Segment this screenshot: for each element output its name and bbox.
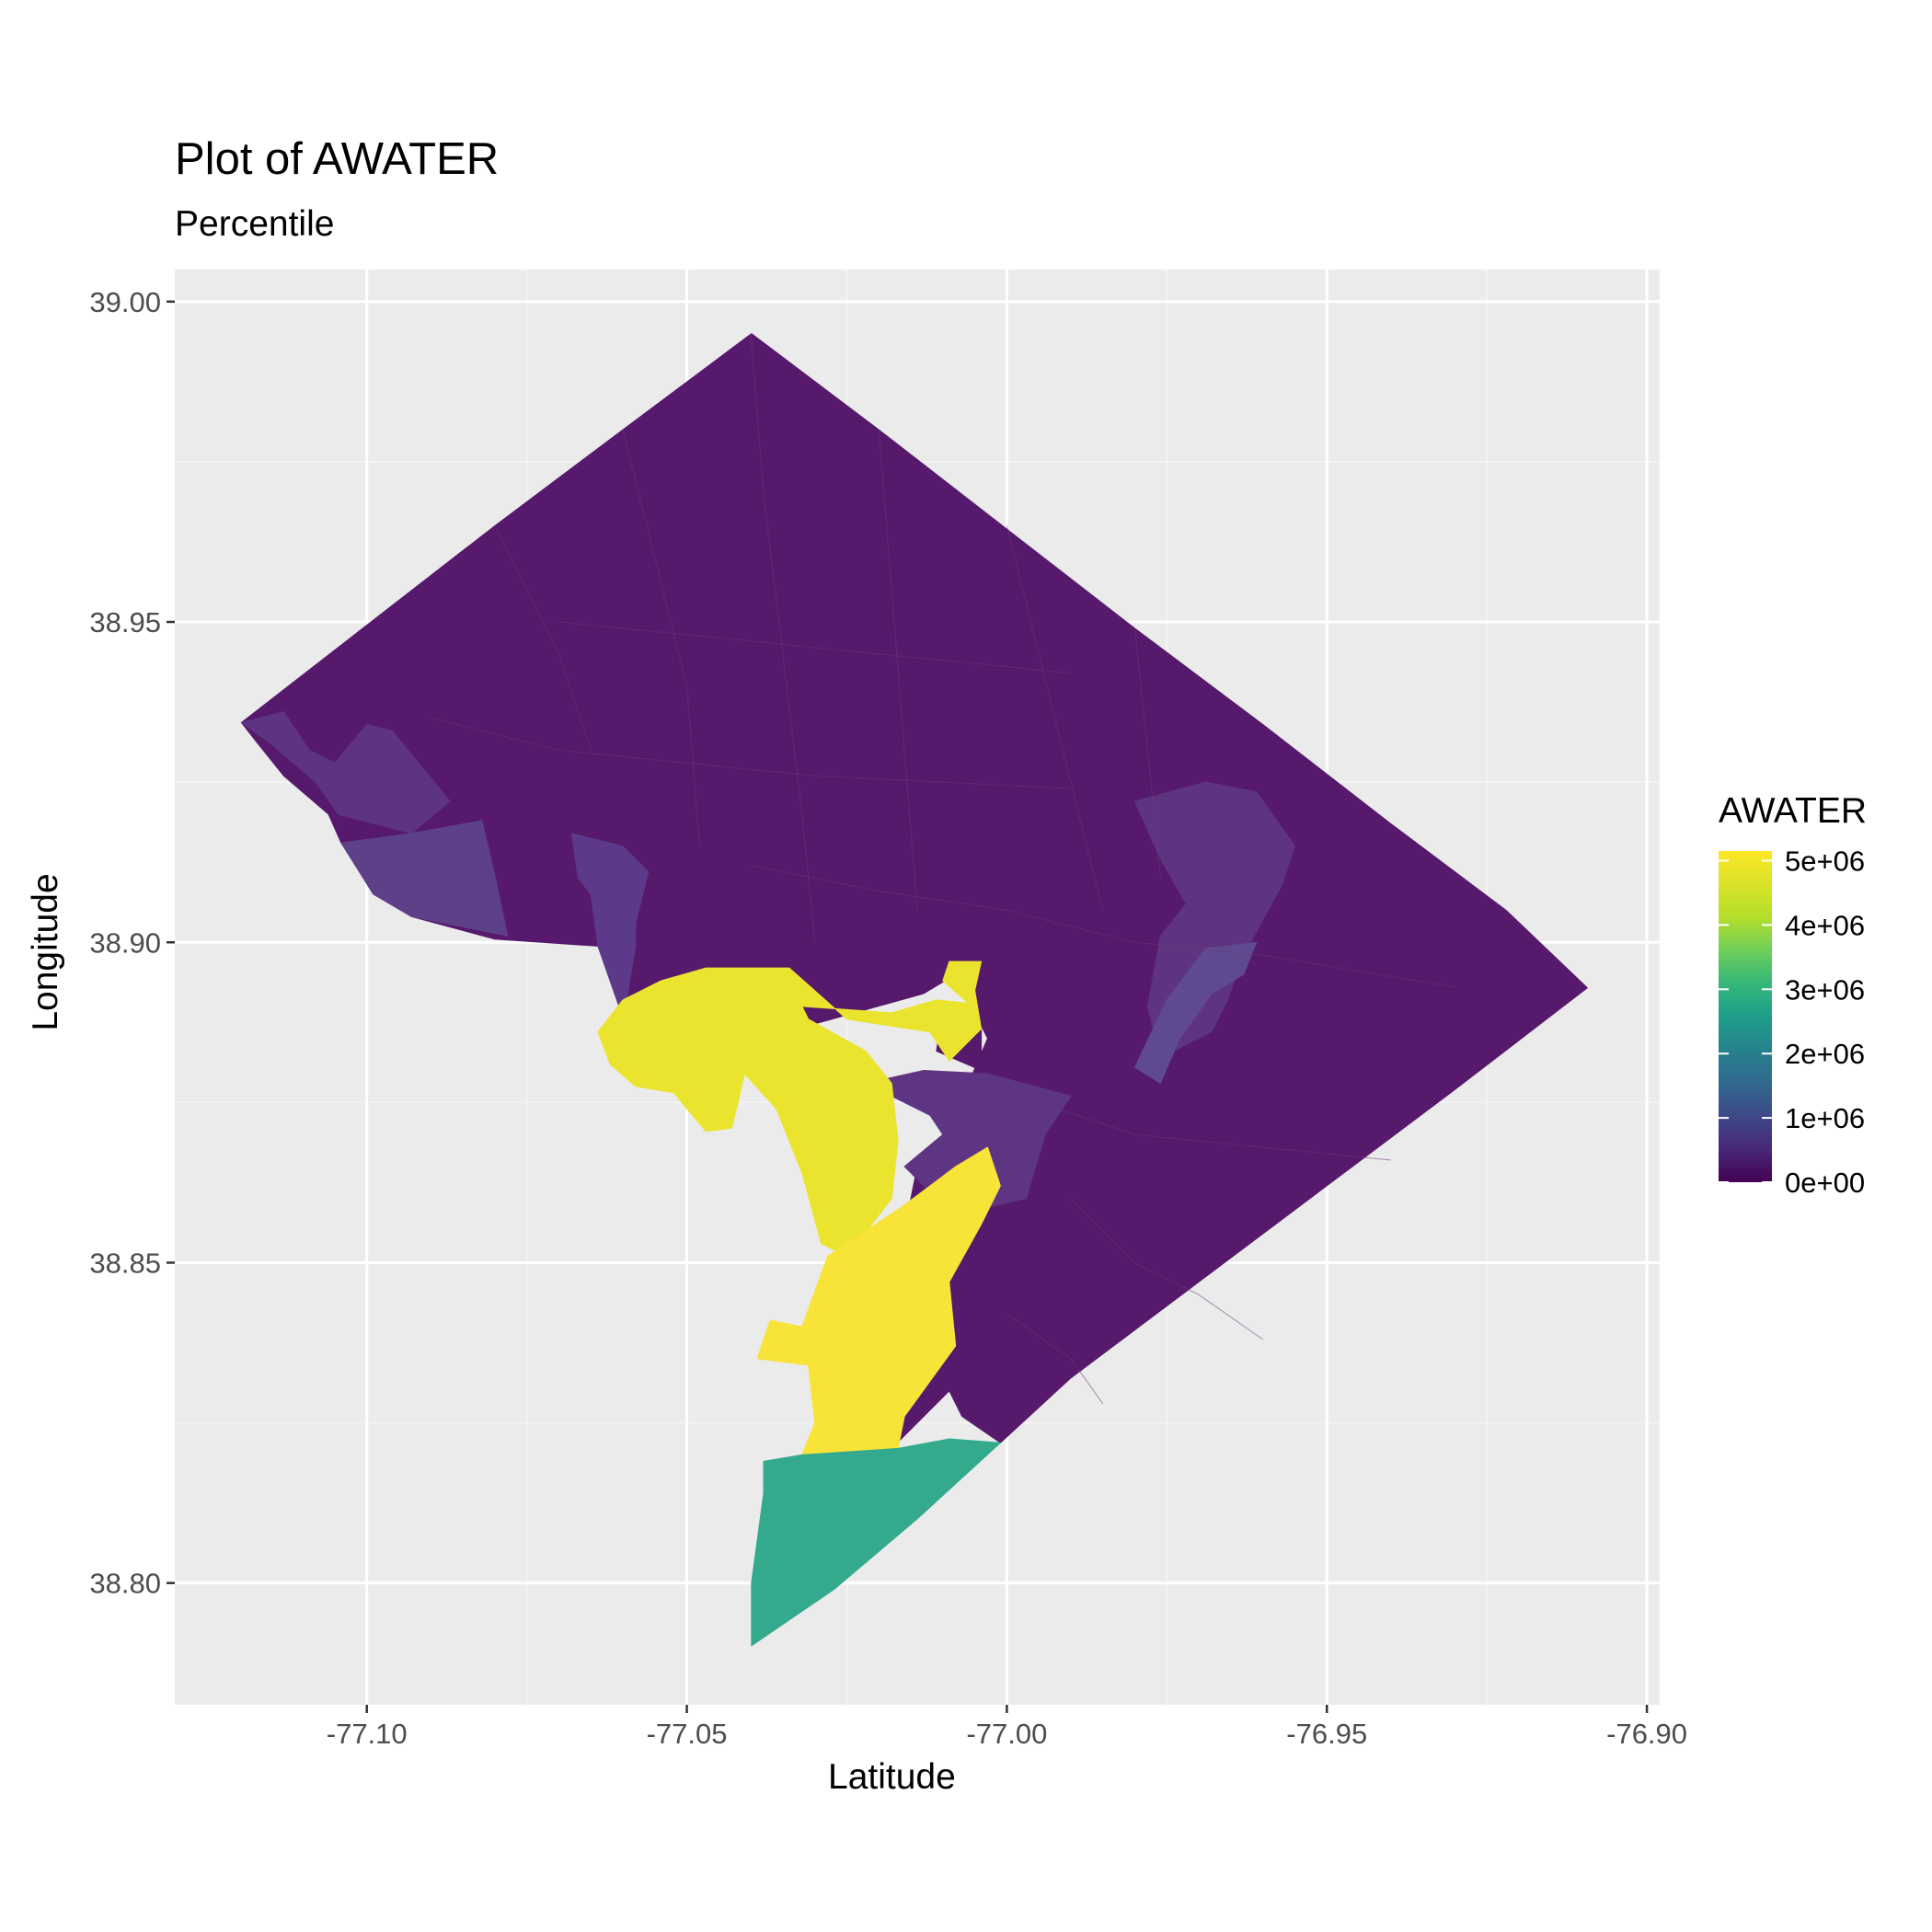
map-region: [570, 833, 650, 1020]
chart-subtitle: Percentile: [175, 204, 335, 244]
map-region: [1134, 941, 1258, 1084]
x-tick-label: -77.10: [327, 1718, 408, 1750]
legend-label: 5e+06: [1785, 845, 1865, 877]
tract-boundary: [1134, 627, 1161, 879]
map-regions: [240, 333, 1588, 1647]
map-region: [865, 1070, 1072, 1213]
y-tick-label: 38.95: [89, 606, 161, 638]
y-axis-title: Longitude: [26, 873, 65, 1031]
x-tick-label: -77.05: [647, 1718, 728, 1750]
map-region: [597, 960, 983, 1257]
legend-label: 1e+06: [1785, 1102, 1865, 1134]
x-tick-label: -76.95: [1286, 1718, 1367, 1750]
axes: -77.10 -77.05 -77.00 -76.95 -76.90 38.80 38.85…: [89, 286, 1687, 1750]
tract-boundary: [1039, 1101, 1391, 1161]
y-tick-label: 38.90: [89, 926, 161, 959]
x-axis-title: Latitude: [828, 1757, 956, 1797]
map-region: [751, 1438, 1001, 1647]
tract-boundary: [751, 865, 1455, 988]
legend-label: 0e+00: [1785, 1167, 1865, 1199]
map-region: [340, 820, 509, 937]
tract-boundary: [431, 718, 1072, 789]
map-region: [240, 711, 451, 834]
chart-title: Plot of AWATER: [175, 134, 500, 184]
tract-boundary: [1006, 525, 1104, 911]
legend-label: 2e+06: [1785, 1038, 1865, 1070]
y-tick-label: 39.00: [89, 286, 161, 318]
x-tick-label: -76.90: [1606, 1718, 1687, 1750]
y-tick-label: 38.85: [89, 1247, 161, 1279]
tract-boundary: [750, 333, 816, 943]
legend-title: AWATER: [1719, 791, 1868, 831]
legend-colorbar: [1719, 851, 1772, 1182]
y-tick-label: 38.80: [89, 1568, 161, 1600]
tract-boundary: [622, 429, 700, 846]
legend-label: 4e+06: [1785, 909, 1865, 941]
legend-label: 3e+06: [1785, 973, 1865, 1006]
legend: 5e+06 4e+06 3e+06 2e+06 1e+06 0e+00: [1719, 845, 1865, 1199]
tract-boundary: [558, 621, 1072, 674]
x-tick-label: -77.00: [966, 1718, 1047, 1750]
tract-boundary: [878, 430, 918, 911]
tract-boundary: [494, 525, 592, 751]
tract-boundary: [1070, 1198, 1263, 1340]
tract-boundary: [1006, 1313, 1104, 1404]
